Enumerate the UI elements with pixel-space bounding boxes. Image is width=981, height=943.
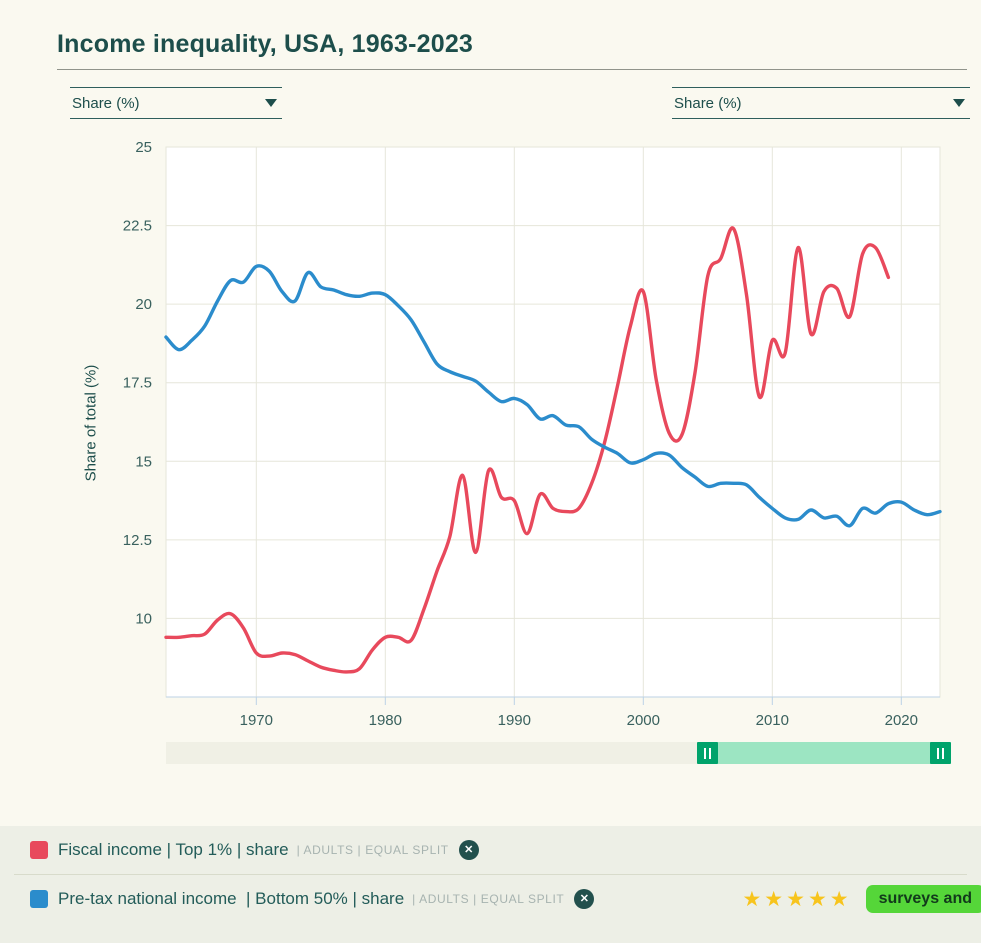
- line-chart: 10 12.5 15 17.5 20 22.5 25 1970 1980 1990 2000 2010…: [123, 139, 942, 729]
- unit-select-left-value: Share (%): [72, 94, 140, 112]
- legend-meta: | ADULTS | EQUAL SPLIT: [296, 843, 449, 857]
- y-tick-label: 25: [135, 139, 152, 156]
- remove-series-button[interactable]: ✕: [574, 889, 595, 909]
- x-tick-label: 1990: [498, 712, 531, 729]
- series-swatch-top1: [30, 841, 48, 859]
- x-tick-label: 1970: [240, 712, 273, 729]
- rating-stars-icon: ★★★★★: [742, 887, 852, 911]
- legend-item-bottom50: Pre-tax national income | Bottom 50% | s…: [14, 875, 981, 923]
- unit-select-right[interactable]: Share (%): [672, 87, 970, 119]
- slider-selected-range[interactable]: [697, 742, 950, 764]
- y-tick-label: 17.5: [123, 375, 152, 392]
- close-icon: ✕: [464, 843, 474, 856]
- remove-series-button[interactable]: ✕: [458, 840, 479, 860]
- legend-label: Fiscal income | Top 1% | share: [58, 840, 289, 859]
- legend-panel: Fiscal income | Top 1% | share | ADULTS …: [0, 826, 981, 943]
- y-tick-label: 22.5: [123, 218, 152, 235]
- time-range-slider: [0, 742, 981, 764]
- title-divider: [57, 69, 967, 70]
- x-tick-label: 2000: [627, 712, 660, 729]
- x-tick-label: 2020: [885, 712, 918, 729]
- slider-handle-right[interactable]: [929, 742, 951, 764]
- unit-select-left[interactable]: Share (%): [70, 87, 282, 119]
- slider-handle-left[interactable]: [697, 742, 719, 764]
- unit-select-right-value: Share (%): [674, 94, 742, 112]
- x-tick-label: 1980: [369, 712, 402, 729]
- series-line-top1[interactable]: [164, 226, 891, 674]
- y-tick-label: 20: [135, 296, 152, 313]
- page-title: Income inequality, USA, 1963-2023: [57, 30, 474, 58]
- legend-label: Pre-tax national income | Bottom 50% | s…: [58, 889, 405, 908]
- plot-area: [165, 146, 941, 698]
- x-tick-label: 2010: [756, 712, 789, 729]
- surveys-badge-button[interactable]: surveys and: [865, 885, 981, 913]
- close-icon: ✕: [579, 892, 589, 905]
- y-tick-label: 15: [135, 453, 152, 470]
- legend-meta: | ADULTS | EQUAL SPLIT: [412, 892, 565, 906]
- y-tick-label: 12.5: [123, 532, 152, 549]
- chevron-down-icon: [265, 99, 277, 107]
- chevron-down-icon: [953, 99, 965, 107]
- series-swatch-bottom50: [30, 890, 48, 908]
- y-tick-label: 10: [135, 610, 152, 627]
- series-line-bottom50[interactable]: [164, 264, 942, 528]
- legend-item-top1: Fiscal income | Top 1% | share | ADULTS …: [14, 826, 967, 875]
